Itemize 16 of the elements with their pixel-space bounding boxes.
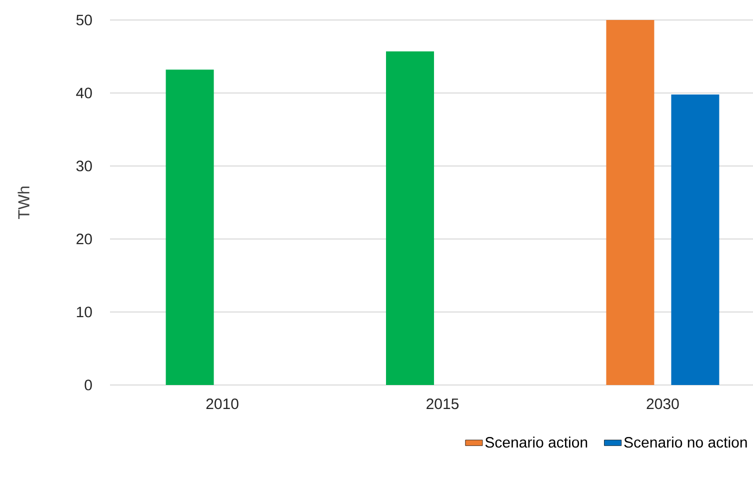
y-tick-label: 50 xyxy=(76,14,92,26)
bar xyxy=(606,20,654,385)
bar xyxy=(386,51,434,385)
bar xyxy=(671,94,720,385)
y-tick-label: 10 xyxy=(76,306,92,318)
y-tick-label: 20 xyxy=(76,234,92,244)
bar xyxy=(166,70,214,385)
legend-label: Scenario no action xyxy=(624,436,747,448)
x-tick-label: 2015 xyxy=(426,398,459,410)
y-tick-label: 0 xyxy=(84,380,92,390)
y-tick-label: 30 xyxy=(76,160,92,172)
legend-label: Scenario action xyxy=(485,436,588,448)
x-tick-label: 2010 xyxy=(206,398,238,410)
x-tick-label: 2030 xyxy=(646,398,679,410)
y-axis-title: TWh xyxy=(18,186,30,220)
y-tick-label: 40 xyxy=(76,88,92,98)
